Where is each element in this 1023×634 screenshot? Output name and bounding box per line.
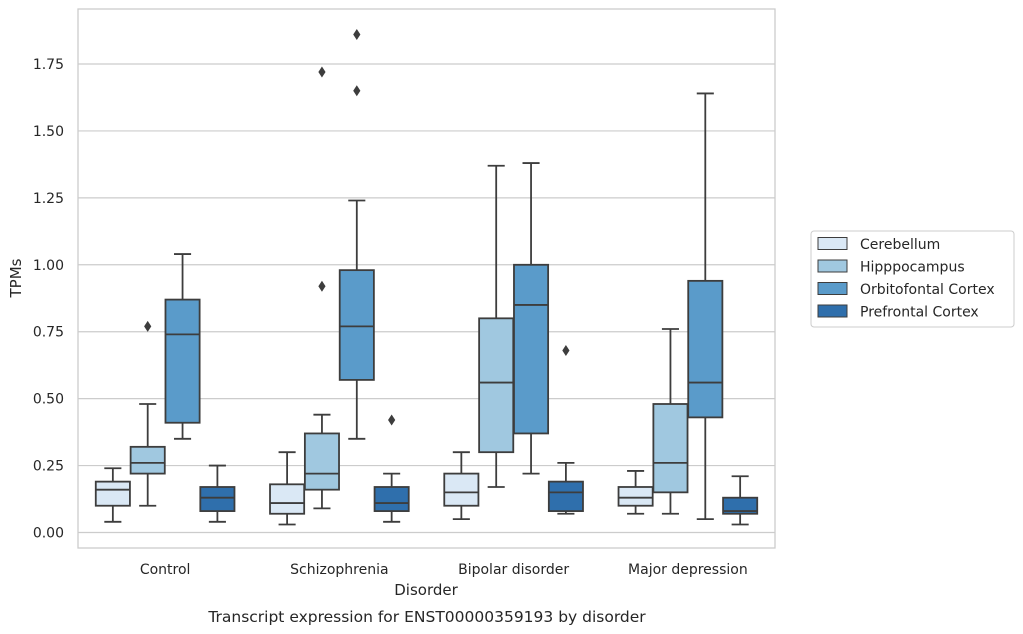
box-iqr: [269, 483, 306, 515]
box-2-1: [478, 164, 515, 488]
box-iqr: [687, 279, 724, 419]
legend: Cerebellum Hipppocampus Orbitofontal Corte…: [810, 230, 1015, 328]
y-tick-label: 1.00: [33, 258, 64, 274]
box-iqr: [617, 486, 654, 507]
box-iqr: [443, 472, 480, 507]
legend-swatch: [817, 282, 848, 295]
legend-label: Prefrontal Cortex: [860, 305, 979, 321]
outlier-point: [353, 85, 361, 97]
y-tick-label: 0.50: [33, 392, 64, 408]
outlier-point: [388, 414, 396, 426]
y-tick-label: 0.75: [33, 325, 64, 341]
box-iqr: [303, 432, 340, 491]
plot-frame: [77, 8, 776, 549]
legend-label: Cerebellum: [860, 237, 940, 253]
y-tick-label: 0.25: [33, 459, 64, 475]
y-axis-label: TPMs: [7, 258, 25, 298]
box-1-1: [303, 66, 340, 510]
box-3-3: [722, 475, 759, 526]
box-3-2: [687, 92, 724, 521]
x-tick-label: Bipolar disorder: [458, 562, 569, 578]
x-tick-labels: Control Schizophrenia Bipolar disorder Majo…: [140, 562, 748, 578]
box-1-0: [269, 451, 306, 526]
box-2-3: [547, 344, 584, 515]
box-3-1: [652, 328, 689, 515]
box-0-2: [164, 253, 201, 440]
outlier-point: [562, 344, 570, 356]
box-0-0: [94, 467, 131, 523]
boxes: [94, 29, 759, 526]
legend-label: Hipppocampus: [860, 260, 965, 276]
box-iqr: [513, 263, 550, 435]
box-1-2: [338, 29, 375, 440]
box-iqr: [478, 317, 515, 454]
box-iqr: [199, 486, 236, 512]
box-3-0: [617, 470, 654, 515]
box-iqr: [129, 445, 166, 475]
box-iqr: [94, 480, 131, 507]
box-iqr: [164, 298, 201, 424]
box-iqr: [373, 486, 410, 512]
box-iqr: [547, 480, 584, 512]
x-axis-label: Disorder: [394, 581, 458, 599]
outlier-point: [318, 66, 326, 78]
box-iqr: [652, 403, 689, 494]
y-tick-label: 0.00: [33, 526, 64, 542]
legend-swatch: [817, 237, 848, 250]
x-tick-label: Major depression: [628, 562, 748, 578]
legend-frame: [810, 230, 1015, 328]
outlier-point: [318, 280, 326, 292]
box-1-3: [373, 414, 410, 523]
box-2-2: [513, 162, 550, 475]
box-iqr: [722, 496, 759, 515]
chart-caption: Transcript expression for ENST0000035919…: [207, 608, 646, 626]
box-2-0: [443, 451, 480, 521]
legend-swatch: [817, 304, 848, 318]
outlier-point: [144, 320, 152, 332]
y-tick-label: 1.75: [33, 57, 64, 73]
legend-swatch: [817, 259, 848, 273]
x-tick-label: Schizophrenia: [290, 562, 388, 578]
outlier-point: [353, 29, 361, 41]
y-tick-label: 1.50: [33, 124, 64, 140]
legend-label: Orbitofontal Cortex: [860, 282, 995, 298]
y-tick-labels: 0.00 0.25 0.50 0.75 1.00 1.25 1.50 1.75: [33, 57, 64, 542]
y-tick-label: 1.25: [33, 191, 64, 207]
box-iqr: [338, 269, 375, 381]
x-tick-label: Control: [140, 562, 191, 578]
box-0-3: [199, 464, 236, 523]
box-0-1: [129, 320, 166, 507]
